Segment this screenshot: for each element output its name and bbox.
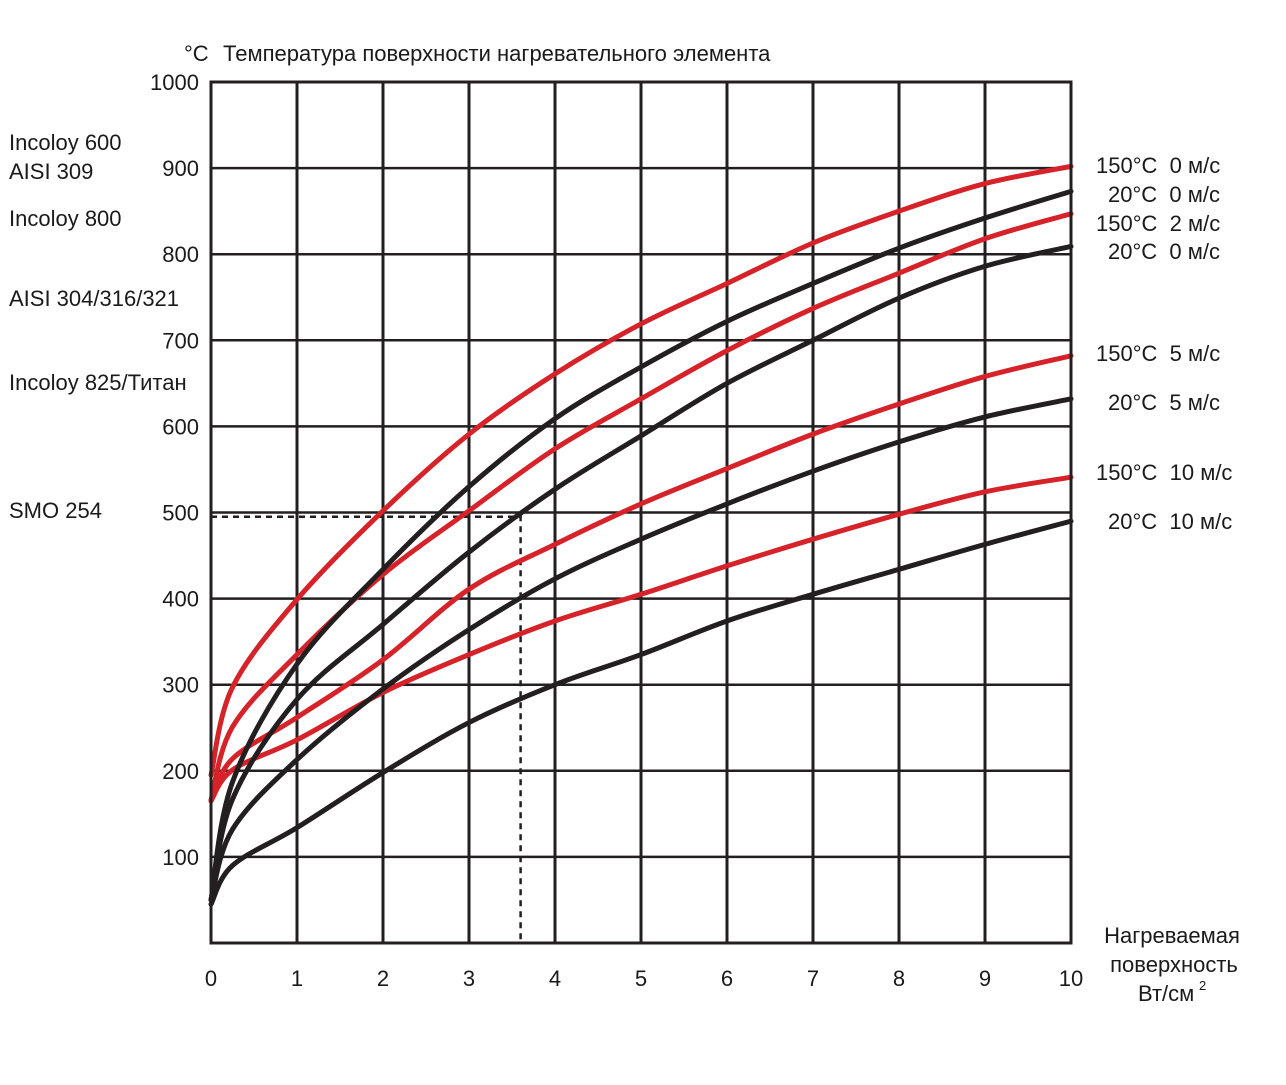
x-tick-label: 5 — [635, 966, 647, 991]
x-tick-labels: 0 1 2 3 4 5 6 7 8 9 10 — [205, 966, 1083, 991]
x-tick-label: 2 — [377, 966, 389, 991]
y-unit: °C — [184, 41, 209, 66]
series-line — [208, 188, 1074, 903]
y-tick-label: 300 — [162, 673, 199, 698]
series-label: 150°C 0 м/с — [1096, 153, 1220, 178]
series-label: 150°C 10 м/с — [1096, 460, 1232, 485]
series-label: 20°C 0 м/с — [1108, 182, 1220, 207]
x-tick-label: 0 — [205, 966, 217, 991]
series-label: 150°C 2 м/с — [1096, 211, 1220, 236]
y-tick-label: 700 — [162, 328, 199, 353]
x-label-line2: поверхность — [1110, 952, 1238, 977]
x-tick-label: 8 — [893, 966, 905, 991]
x-label-line3: Вт/см — [1138, 981, 1194, 1006]
y-tick-label: 800 — [162, 242, 199, 267]
material-label: Incoloy 600 — [9, 130, 122, 155]
x-tick-label: 10 — [1059, 966, 1083, 991]
y-tick-label: 100 — [162, 845, 199, 870]
y-tick-label: 900 — [162, 156, 199, 181]
reference-dashed-line — [211, 515, 522, 943]
y-tick-labels: 100 200 300 400 500 600 700 800 900 1000 — [150, 70, 199, 870]
material-label: SMO 254 — [9, 498, 102, 523]
y-tick-label: 500 — [162, 501, 199, 526]
material-label: AISI 304/316/321 — [9, 286, 179, 311]
x-label-line1: Нагреваемая — [1104, 923, 1240, 948]
y-tick-label: 1000 — [150, 70, 199, 95]
series-label: 20°C 10 м/с — [1108, 509, 1232, 534]
series-label: 20°C 5 м/с — [1108, 390, 1220, 415]
series-labels: 150°C 0 м/с 20°C 0 м/с 150°C 2 м/с 20°C 0 м… — [1096, 153, 1232, 534]
material-label: AISI 309 — [9, 159, 93, 184]
series-line — [208, 353, 1074, 804]
series-line — [208, 518, 1074, 907]
y-tick-label: 400 — [162, 587, 199, 612]
y-tick-label: 200 — [162, 759, 199, 784]
series-line — [208, 396, 1074, 903]
series-line — [208, 474, 1074, 804]
grid — [209, 80, 1073, 943]
material-label: Incoloy 825/Титан — [9, 370, 187, 395]
x-tick-label: 6 — [721, 966, 733, 991]
x-tick-label: 7 — [807, 966, 819, 991]
x-tick-label: 9 — [979, 966, 991, 991]
series-label: 150°C 5 м/с — [1096, 341, 1220, 366]
series-line — [208, 211, 1074, 803]
plot-frame — [209, 80, 1073, 945]
series-label: 20°C 0 м/с — [1108, 239, 1220, 264]
x-label-superscript: 2 — [1199, 978, 1206, 993]
material-label: Incoloy 800 — [9, 206, 122, 231]
series-line — [208, 243, 1074, 903]
y-tick-label: 600 — [162, 414, 199, 439]
x-tick-label: 3 — [463, 966, 475, 991]
chart-title: Температура поверхности нагревательного … — [223, 41, 771, 66]
reference-lines — [211, 515, 522, 943]
x-tick-label: 4 — [549, 966, 561, 991]
series-curves — [208, 163, 1074, 907]
x-tick-label: 1 — [291, 966, 303, 991]
series-line — [208, 163, 1074, 778]
material-labels: Incoloy 600 AISI 309 Incoloy 800 AISI 304/3… — [9, 130, 187, 523]
